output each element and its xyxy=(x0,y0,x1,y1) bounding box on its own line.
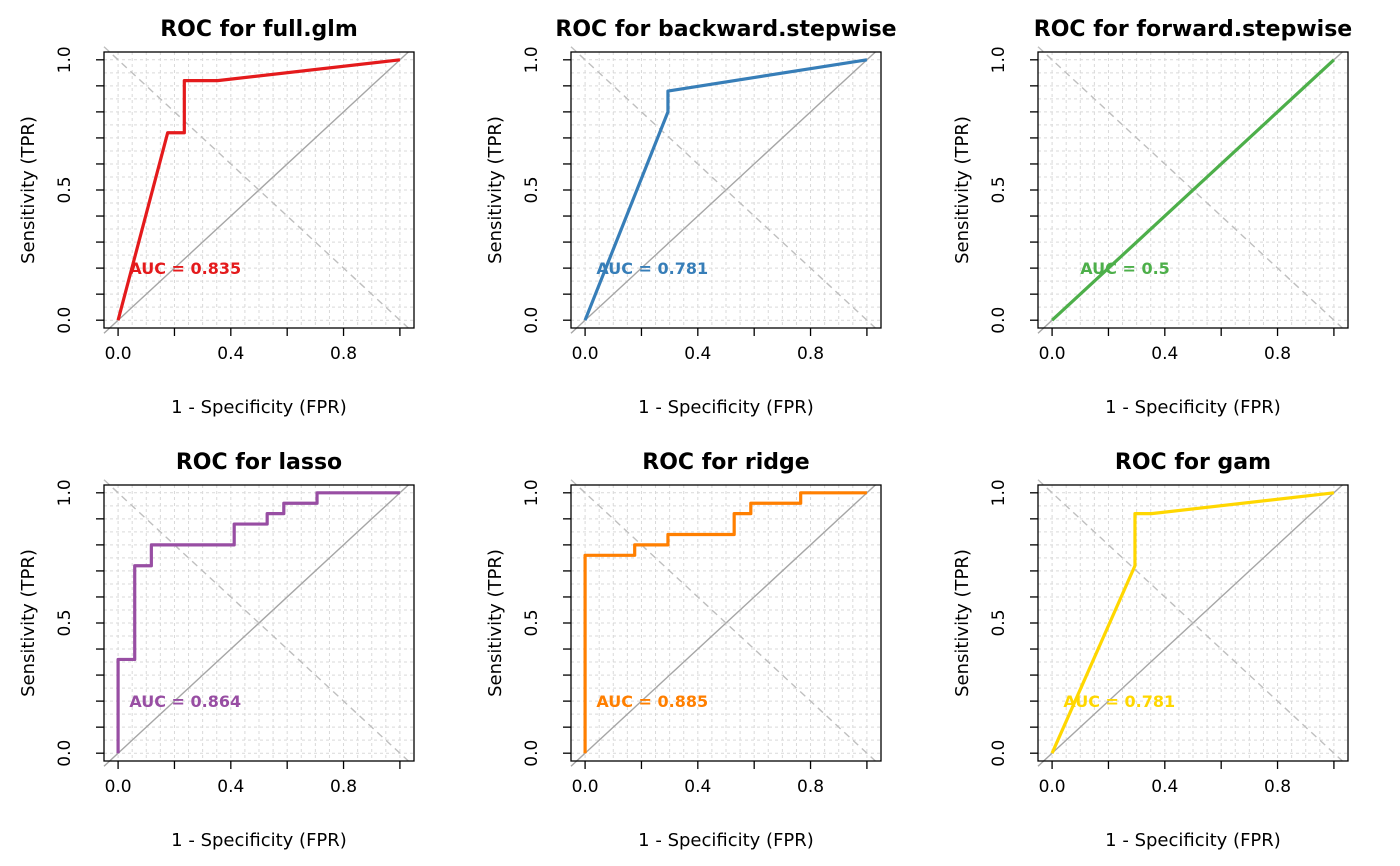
y-tick-label: 0.0 xyxy=(522,307,542,334)
x-tick-label: 0.8 xyxy=(797,344,824,364)
grid xyxy=(1038,485,1348,761)
x-tick-label: 0.4 xyxy=(684,777,711,797)
x-tick-label: 0.0 xyxy=(572,777,599,797)
anti-diagonal-line xyxy=(103,46,409,329)
grid xyxy=(571,485,881,761)
anti-diagonal-line xyxy=(1037,479,1343,762)
chance-diagonal-line xyxy=(570,51,876,334)
y-tick-label: 1.0 xyxy=(55,479,75,506)
auc-annotation: AUC = 0.835 xyxy=(129,259,241,278)
chance-diagonal-line xyxy=(103,484,409,767)
x-tick-label: 0.0 xyxy=(105,777,132,797)
y-axis-title: Sensitivity (TPR) xyxy=(18,549,39,697)
anti-diagonal-line xyxy=(1037,46,1343,329)
chance-diagonal-line xyxy=(1037,484,1343,767)
roc-panel: AUC = 0.781 0.0 0.4 0.8 0.0 0.5 1.0 1 - Specifi… xyxy=(952,450,1349,851)
y-tick-label: 0.0 xyxy=(522,740,542,767)
y-tick-label: 1.0 xyxy=(55,46,75,73)
y-tick-label: 1.0 xyxy=(989,479,1009,506)
y-tick-label: 0.0 xyxy=(55,307,75,334)
y-tick-label: 1.0 xyxy=(989,46,1009,73)
roc-curve-line xyxy=(116,491,400,754)
x-axis-title: 1 - Specificity (FPR) xyxy=(1105,397,1281,418)
x-tick-label: 0.4 xyxy=(1151,777,1178,797)
x-tick-label: 0.0 xyxy=(1039,344,1066,364)
roc-curve-line xyxy=(583,491,867,754)
chart-title: ROC for lasso xyxy=(176,450,342,475)
x-tick-label: 0.0 xyxy=(105,344,132,364)
roc-curve-line xyxy=(1050,491,1335,754)
auc-annotation: AUC = 0.781 xyxy=(1063,692,1175,711)
y-axis-title: Sensitivity (TPR) xyxy=(485,116,506,264)
y-axis-title: Sensitivity (TPR) xyxy=(952,549,973,697)
auc-annotation: AUC = 0.781 xyxy=(596,259,708,278)
auc-annotation: AUC = 0.5 xyxy=(1080,259,1170,278)
anti-diagonal-line xyxy=(103,479,409,762)
y-tick-label: 0.5 xyxy=(522,609,542,636)
auc-annotation: AUC = 0.864 xyxy=(129,692,241,711)
x-tick-label: 0.4 xyxy=(217,344,244,364)
y-tick-label: 1.0 xyxy=(522,46,542,73)
x-tick-label: 0.4 xyxy=(684,344,711,364)
roc-curve-line xyxy=(1051,58,1335,322)
chart-title: ROC for backward.stepwise xyxy=(555,17,896,42)
x-axis-title: 1 - Specificity (FPR) xyxy=(1105,830,1281,851)
roc-curve-line xyxy=(583,58,868,321)
roc-panel: AUC = 0.781 0.0 0.4 0.8 0.0 0.5 1.0 1 - Specifi… xyxy=(485,17,897,418)
x-tick-label: 0.4 xyxy=(217,777,244,797)
x-tick-label: 0.0 xyxy=(572,344,599,364)
roc-panel: AUC = 0.864 0.0 0.4 0.8 0.0 0.5 1.0 1 - Specifi… xyxy=(18,450,415,851)
y-tick-label: 0.0 xyxy=(55,740,75,767)
y-axis-title: Sensitivity (TPR) xyxy=(952,116,973,264)
roc-panel: AUC = 0.835 0.0 0.4 0.8 0.0 0.5 1.0 1 - Specifi… xyxy=(18,17,415,418)
y-tick-label: 0.5 xyxy=(522,176,542,203)
x-axis-title: 1 - Specificity (FPR) xyxy=(171,397,347,418)
x-tick-label: 0.0 xyxy=(1039,777,1066,797)
x-tick-label: 0.8 xyxy=(1264,777,1291,797)
y-tick-label: 0.0 xyxy=(989,307,1009,334)
roc-curve-line xyxy=(116,58,401,321)
y-tick-label: 0.5 xyxy=(55,176,75,203)
chance-diagonal-line xyxy=(103,51,409,334)
anti-diagonal-line xyxy=(570,479,876,762)
x-tick-label: 0.8 xyxy=(330,344,357,364)
anti-diagonal-line xyxy=(570,46,876,329)
auc-annotation: AUC = 0.885 xyxy=(596,692,708,711)
x-tick-label: 0.8 xyxy=(797,777,824,797)
y-tick-label: 1.0 xyxy=(522,479,542,506)
x-tick-label: 0.8 xyxy=(1264,344,1291,364)
y-tick-label: 0.5 xyxy=(989,176,1009,203)
roc-panel: AUC = 0.5 0.0 0.4 0.8 0.0 0.5 1.0 1 - Specifici… xyxy=(952,17,1352,418)
y-tick-label: 0.5 xyxy=(55,609,75,636)
chart-title: ROC for forward.stepwise xyxy=(1034,17,1352,42)
x-axis-title: 1 - Specificity (FPR) xyxy=(638,830,814,851)
roc-panel: AUC = 0.885 0.0 0.4 0.8 0.0 0.5 1.0 1 - Specifi… xyxy=(485,450,882,851)
x-axis-title: 1 - Specificity (FPR) xyxy=(171,830,347,851)
y-tick-label: 0.0 xyxy=(989,740,1009,767)
chance-diagonal-line xyxy=(570,484,876,767)
x-axis-title: 1 - Specificity (FPR) xyxy=(638,397,814,418)
y-tick-label: 0.5 xyxy=(989,609,1009,636)
chart-title: ROC for gam xyxy=(1115,450,1271,475)
chart-title: ROC for full.glm xyxy=(160,17,358,42)
chart-title: ROC for ridge xyxy=(642,450,809,475)
grid xyxy=(104,485,414,761)
x-tick-label: 0.8 xyxy=(330,777,357,797)
x-tick-label: 0.4 xyxy=(1151,344,1178,364)
y-axis-title: Sensitivity (TPR) xyxy=(18,116,39,264)
y-axis-title: Sensitivity (TPR) xyxy=(485,549,506,697)
